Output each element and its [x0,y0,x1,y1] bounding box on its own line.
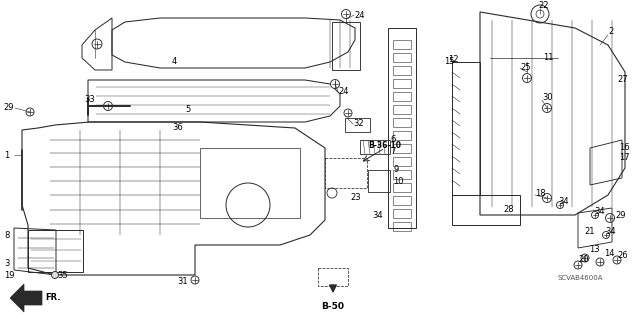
Text: 35: 35 [57,271,68,280]
Text: 34: 34 [594,207,605,217]
Text: 34: 34 [372,211,383,219]
Circle shape [191,276,199,284]
Text: 7: 7 [390,147,396,157]
Bar [393,209,411,218]
Bar [393,66,411,75]
Polygon shape [10,284,42,312]
Text: B-36-10: B-36-10 [368,140,401,150]
Text: 20: 20 [578,256,589,264]
Text: 23: 23 [350,192,360,202]
Text: 24: 24 [354,11,365,19]
Text: 28: 28 [503,205,514,214]
Circle shape [613,256,621,264]
Text: 30: 30 [542,93,552,101]
Circle shape [342,10,351,19]
Bar [360,140,390,154]
Text: SCVAB4600A: SCVAB4600A [558,275,604,281]
Text: B-50: B-50 [321,302,344,311]
Bar [325,158,367,188]
Text: 4: 4 [172,57,177,66]
Circle shape [602,232,609,239]
Bar [28,230,83,272]
Bar [345,118,370,132]
Circle shape [605,213,614,222]
Text: 5: 5 [185,106,190,115]
Bar [393,92,411,101]
Text: 25: 25 [520,63,531,72]
Circle shape [574,261,582,269]
Circle shape [330,79,339,88]
Circle shape [543,103,552,113]
Text: 1: 1 [4,151,9,160]
Bar [368,170,390,192]
Circle shape [581,254,589,262]
Text: 8: 8 [4,231,10,240]
Bar [393,183,411,192]
Text: 11: 11 [543,53,554,62]
Circle shape [344,109,352,117]
Text: 34: 34 [558,197,568,206]
Circle shape [596,258,604,266]
Bar [318,268,348,286]
Bar [393,53,411,62]
Text: 13: 13 [589,246,600,255]
Text: 6: 6 [390,136,396,145]
Text: 21: 21 [584,227,595,236]
Text: 2: 2 [608,27,613,36]
Bar [393,144,411,153]
Bar [393,131,411,140]
Circle shape [104,101,113,110]
Text: 3: 3 [4,259,10,269]
Bar [393,170,411,179]
Text: 15: 15 [444,57,454,66]
Text: 14: 14 [604,249,614,257]
Circle shape [92,39,102,49]
Bar [393,105,411,114]
Text: 34: 34 [605,227,616,236]
Text: 17: 17 [619,153,630,162]
Bar [393,222,411,231]
Bar [393,157,411,166]
Bar [393,79,411,88]
Text: 18: 18 [535,189,546,197]
Circle shape [591,211,598,219]
Bar [393,40,411,49]
Circle shape [522,73,531,83]
Circle shape [557,202,563,209]
Circle shape [51,271,58,278]
Bar [393,196,411,205]
Text: 22: 22 [538,2,548,11]
Text: 29: 29 [3,103,13,113]
Text: 29: 29 [615,211,625,219]
Text: 12: 12 [448,56,458,64]
Text: 16: 16 [619,143,630,152]
Text: FR.: FR. [45,293,61,302]
Text: 32: 32 [353,120,364,129]
Bar [393,118,411,127]
Circle shape [26,108,34,116]
Text: 26: 26 [617,250,628,259]
Circle shape [543,194,552,203]
Text: 24: 24 [338,86,349,95]
Bar [200,148,300,218]
Text: 9: 9 [393,166,398,174]
Bar [388,28,416,228]
Text: 33: 33 [84,95,95,105]
Text: 27: 27 [617,76,628,85]
Text: 19: 19 [4,271,15,279]
Text: 10: 10 [393,177,403,187]
Text: 31: 31 [177,278,188,286]
Text: 36: 36 [172,123,183,132]
